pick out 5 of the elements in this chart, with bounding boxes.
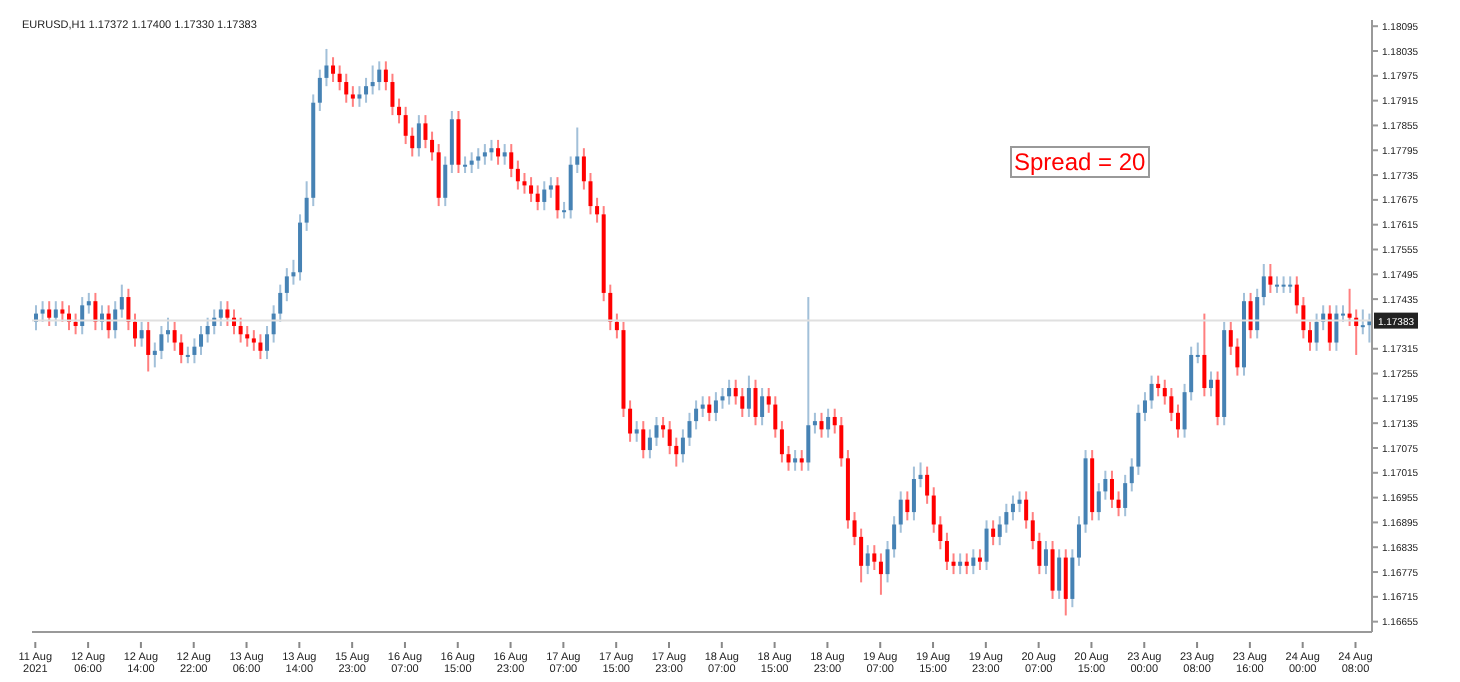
candlestick bbox=[1288, 275, 1293, 294]
annotation: Spread = 20 bbox=[1010, 146, 1150, 178]
candlestick bbox=[1274, 275, 1279, 294]
candlestick bbox=[463, 155, 468, 174]
candlestick bbox=[1281, 275, 1286, 294]
